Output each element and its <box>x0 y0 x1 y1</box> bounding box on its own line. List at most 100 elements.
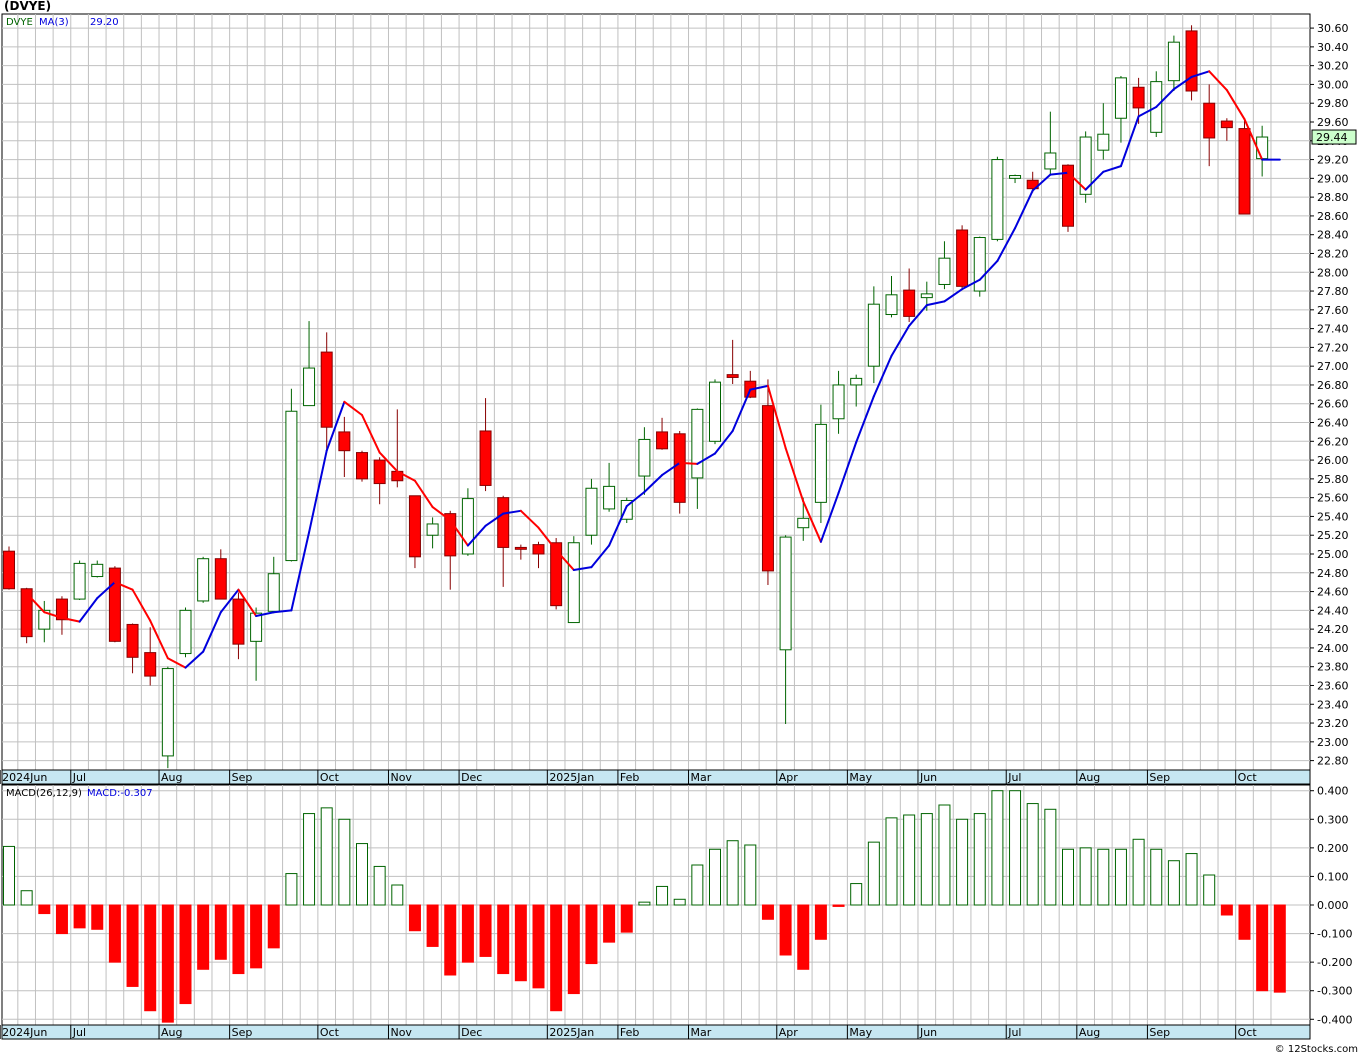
ma-segment <box>255 611 275 617</box>
date-label: Sep <box>1149 771 1170 784</box>
candle <box>638 427 651 495</box>
macd-date-band-background <box>1 1024 1311 1040</box>
ma-segment <box>1084 170 1105 191</box>
price-legend-ma: MA(3) <box>39 17 69 28</box>
ma-segment <box>925 300 946 307</box>
candle-body <box>814 423 827 503</box>
candle <box>567 536 580 624</box>
candle-body <box>938 257 951 285</box>
macd-axis-label: -0.100 <box>1317 928 1352 941</box>
macd-axis-label: 0.100 <box>1317 870 1349 883</box>
macd-bar <box>920 813 933 906</box>
candle-body <box>709 381 721 442</box>
macd-bar <box>461 904 474 963</box>
macd-bar <box>285 873 298 906</box>
macd-bar <box>514 904 527 982</box>
ma-segment <box>60 616 81 623</box>
candle <box>1097 103 1110 160</box>
candle <box>179 607 192 658</box>
price-axis-label: 23.00 <box>1317 736 1349 749</box>
candle <box>797 497 810 541</box>
candle <box>709 379 721 445</box>
candle <box>73 560 86 601</box>
candle <box>1062 164 1074 232</box>
date-label: Mar <box>691 1026 712 1039</box>
price-axis-label: 27.20 <box>1317 341 1349 354</box>
ma-segment <box>378 451 399 473</box>
date-label: 2025Jan <box>549 771 594 784</box>
candle-body <box>20 588 33 638</box>
ma-segment <box>1049 171 1069 176</box>
price-axis-label: 23.20 <box>1317 717 1349 730</box>
macd-bar <box>356 843 368 906</box>
date-label: Oct <box>1238 771 1258 784</box>
macd-bar <box>73 904 86 929</box>
price-axis-label: 26.20 <box>1317 435 1349 448</box>
candle-body <box>144 652 157 677</box>
last-price-label: 29.44 <box>1316 131 1348 144</box>
candle-body <box>197 558 210 602</box>
ma-segment <box>78 597 99 623</box>
date-label: 2025Jan <box>549 1026 594 1039</box>
macd-bar <box>214 904 227 960</box>
ma-segment <box>749 384 769 391</box>
ma-segment <box>1067 171 1087 191</box>
ma-segment <box>837 441 858 494</box>
date-label: Dec <box>461 1026 482 1039</box>
candle-body <box>1114 77 1127 119</box>
candle-body <box>691 408 704 479</box>
candle <box>973 236 986 297</box>
date-label: Apr <box>779 771 799 784</box>
ma-segment <box>1172 75 1193 91</box>
price-axis-label: 28.60 <box>1317 210 1349 223</box>
candle-body <box>267 573 280 612</box>
macd-bar <box>532 904 545 989</box>
candle-body <box>1079 136 1092 195</box>
price-axis-label: 29.60 <box>1317 116 1349 129</box>
ma-segment <box>696 452 716 465</box>
candle-body <box>1220 120 1233 129</box>
ma-segment <box>890 324 911 357</box>
price-axis-label: 30.60 <box>1317 22 1349 35</box>
price-axis-label: 25.80 <box>1317 473 1349 486</box>
macd-bar <box>761 904 774 920</box>
macd-bar <box>691 864 704 906</box>
ma-segment <box>237 588 258 617</box>
candle-body <box>514 546 527 550</box>
macd-bar <box>797 904 810 970</box>
candle-body <box>797 517 810 529</box>
macd-histogram <box>3 790 1286 1023</box>
ma-segment <box>308 449 328 534</box>
candle-body <box>920 293 933 299</box>
candle-body <box>250 612 263 642</box>
macd-bar <box>726 840 739 906</box>
price-axis-label: 24.80 <box>1317 567 1349 580</box>
price-axis-label: 26.00 <box>1317 454 1349 467</box>
candle-body <box>1167 41 1180 82</box>
macd-bar <box>391 884 404 906</box>
ma-segment <box>643 474 664 494</box>
candle-body <box>973 237 986 292</box>
ma-segment <box>537 526 558 552</box>
macd-bar <box>1203 874 1216 906</box>
candle <box>691 408 704 509</box>
date-label: Jul <box>1007 771 1021 784</box>
candle <box>1220 118 1233 141</box>
macd-bar <box>656 885 669 906</box>
ma-segment <box>731 388 752 432</box>
macd-bar <box>550 904 563 1012</box>
candle <box>426 517 439 549</box>
candle-body <box>479 430 492 486</box>
ma-segment <box>25 592 46 614</box>
macd-bar <box>956 818 969 906</box>
candle <box>1044 111 1057 175</box>
macd-legend-label: MACD(26,12,9) <box>6 788 82 799</box>
ma-segment <box>908 304 928 327</box>
candle <box>1203 84 1216 167</box>
candle-body <box>461 498 474 555</box>
ma-segment <box>184 650 205 669</box>
price-axis-label: 25.40 <box>1317 510 1349 523</box>
price-panel-frame <box>1 13 1311 785</box>
price-axis-label: 22.80 <box>1317 755 1349 768</box>
candle-body <box>232 598 245 645</box>
